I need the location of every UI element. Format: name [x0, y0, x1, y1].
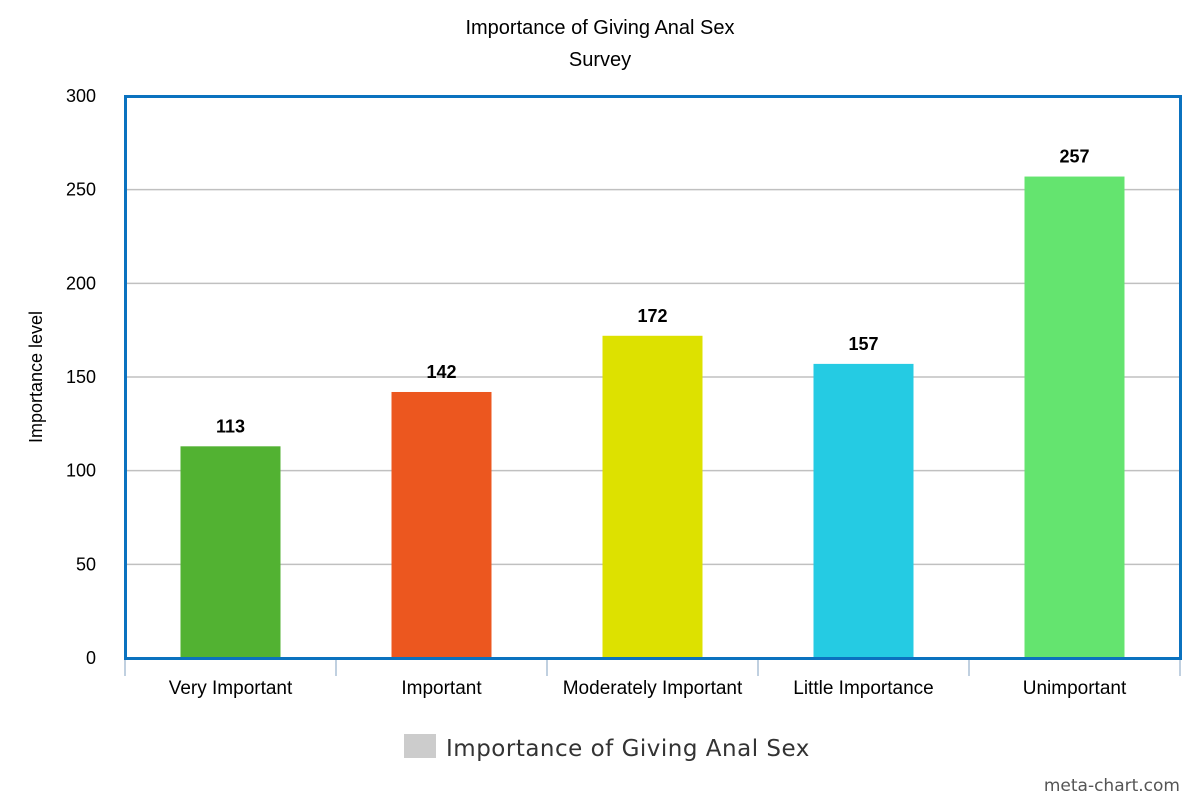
x-category-label: Moderately Important [563, 678, 743, 699]
y-tick-label: 200 [66, 273, 96, 293]
y-tick-label: 0 [86, 648, 96, 668]
bar[interactable] [391, 391, 492, 658]
legend-label: Importance of Giving Anal Sex [446, 736, 810, 762]
credit-text[interactable]: meta-chart.com [1044, 776, 1180, 796]
chart-title: Importance of Giving Anal Sex [465, 17, 734, 39]
x-category-label: Very Important [169, 678, 293, 699]
y-tick-label: 150 [66, 367, 96, 387]
y-tick-label: 100 [66, 461, 96, 481]
x-category-label: Little Importance [793, 678, 933, 699]
bar[interactable] [180, 446, 281, 658]
data-label: 172 [637, 306, 667, 326]
chart-subtitle: Survey [569, 49, 631, 71]
data-label: 257 [1059, 147, 1089, 167]
y-axis-label: Importance level [26, 311, 46, 443]
data-label: 157 [848, 334, 878, 354]
data-label: 113 [216, 416, 245, 436]
x-category-label: Unimportant [1023, 678, 1127, 699]
plot-frame [124, 95, 1182, 660]
y-axis-ticks: 0 50 100 150 200 250 300 [66, 86, 96, 668]
legend-swatch [404, 734, 436, 758]
bar[interactable] [1024, 176, 1125, 658]
x-category-label: Important [401, 678, 482, 699]
bars: 113 142 172 157 257 [180, 147, 1125, 658]
y-tick-label: 300 [66, 86, 96, 106]
bar[interactable] [813, 363, 914, 658]
bar[interactable] [602, 335, 703, 658]
x-axis-categories: Very Important Important Moderately Import… [124, 658, 1181, 699]
y-tick-label: 50 [76, 554, 96, 574]
y-tick-label: 250 [66, 180, 96, 200]
legend[interactable]: Importance of Giving Anal Sex [404, 734, 810, 762]
data-label: 142 [426, 362, 456, 382]
